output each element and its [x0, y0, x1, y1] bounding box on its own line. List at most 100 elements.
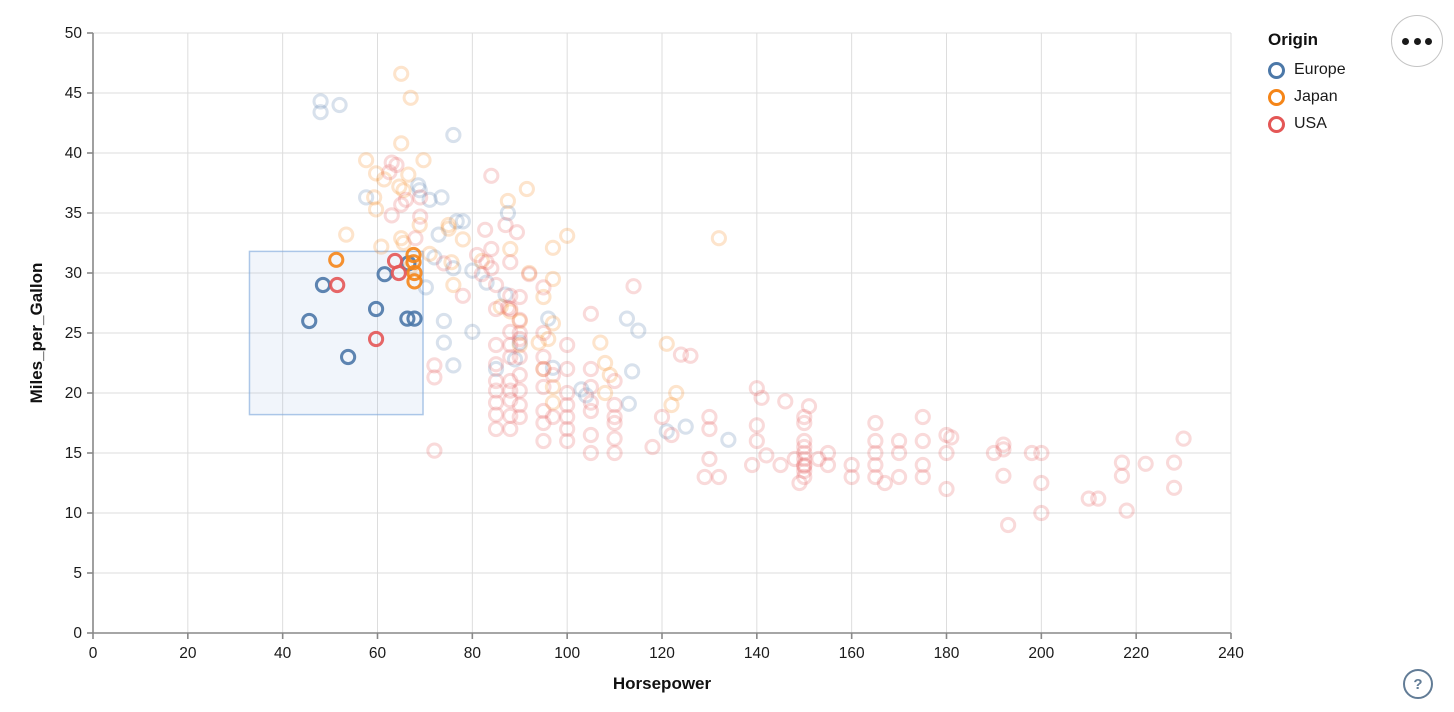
data-point[interactable] — [395, 234, 412, 252]
data-point[interactable] — [544, 408, 562, 426]
data-point[interactable] — [819, 444, 837, 462]
data-point[interactable] — [435, 255, 452, 272]
data-point[interactable] — [544, 270, 562, 288]
data-point[interactable] — [502, 407, 519, 424]
data-point[interactable] — [1023, 444, 1040, 462]
data-point[interactable] — [502, 254, 519, 271]
data-point[interactable] — [464, 262, 481, 279]
data-point[interactable] — [843, 456, 860, 474]
data-point[interactable] — [914, 408, 931, 426]
help-button[interactable]: ? — [1403, 669, 1433, 699]
options-menu-button[interactable] — [1391, 15, 1443, 67]
data-point[interactable] — [663, 396, 680, 414]
data-point[interactable] — [1090, 490, 1107, 507]
data-point[interactable] — [1166, 479, 1183, 496]
data-point[interactable] — [535, 348, 552, 366]
data-point[interactable] — [559, 227, 576, 244]
data-point[interactable] — [597, 354, 614, 372]
data-point[interactable] — [407, 230, 424, 247]
data-point[interactable] — [995, 441, 1012, 458]
data-point[interactable] — [786, 450, 803, 468]
data-point[interactable] — [618, 310, 636, 327]
data-point[interactable] — [1080, 490, 1097, 507]
data-point[interactable] — [426, 442, 443, 459]
data-point[interactable] — [521, 264, 538, 282]
data-point[interactable] — [890, 444, 908, 462]
data-point[interactable] — [502, 336, 519, 354]
data-point[interactable] — [478, 274, 495, 291]
data-point[interactable] — [511, 348, 528, 366]
data-point[interactable] — [393, 65, 410, 82]
data-point[interactable] — [1175, 430, 1192, 447]
data-point[interactable] — [1033, 504, 1050, 522]
data-point[interactable] — [582, 394, 599, 411]
data-point[interactable] — [511, 288, 528, 306]
data-point[interactable] — [511, 408, 528, 426]
data-point[interactable] — [582, 402, 599, 420]
data-point-selected[interactable] — [340, 348, 357, 366]
data-point[interactable] — [578, 387, 595, 404]
data-point[interactable] — [535, 402, 552, 420]
data-point[interactable] — [819, 456, 837, 474]
data-point[interactable] — [876, 474, 893, 492]
data-point[interactable] — [867, 444, 884, 462]
data-point[interactable] — [373, 238, 390, 255]
data-point[interactable] — [544, 394, 562, 411]
data-point[interactable] — [430, 226, 447, 243]
data-point[interactable] — [582, 444, 599, 462]
data-point[interactable] — [796, 414, 813, 432]
data-point-selected[interactable] — [390, 264, 407, 282]
data-point[interactable] — [867, 468, 884, 486]
data-point-selected[interactable] — [399, 310, 416, 327]
data-point[interactable] — [391, 178, 408, 195]
data-point[interactable] — [487, 406, 505, 423]
data-point[interactable] — [544, 378, 562, 396]
data-point[interactable] — [338, 226, 355, 243]
data-point[interactable] — [454, 231, 471, 248]
data-point[interactable] — [544, 359, 562, 376]
data-point[interactable] — [393, 135, 410, 152]
data-point[interactable] — [312, 93, 329, 110]
data-point[interactable] — [582, 426, 599, 444]
data-point[interactable] — [445, 260, 462, 277]
data-point[interactable] — [535, 360, 552, 378]
data-point[interactable] — [796, 462, 813, 480]
legend-item-usa[interactable]: USA — [1268, 115, 1346, 133]
data-point[interactable] — [502, 382, 519, 399]
legend-item-japan[interactable]: Japan — [1268, 88, 1346, 106]
data-point[interactable] — [748, 380, 765, 397]
data-point[interactable] — [426, 369, 443, 386]
data-point[interactable] — [412, 189, 429, 206]
data-point[interactable] — [511, 324, 528, 342]
data-point[interactable] — [696, 468, 713, 486]
data-point[interactable] — [483, 167, 500, 184]
data-point[interactable] — [502, 300, 519, 318]
data-point[interactable] — [791, 474, 808, 492]
data-point[interactable] — [796, 438, 813, 456]
data-point[interactable] — [367, 165, 385, 182]
data-point[interactable] — [606, 372, 623, 390]
data-point[interactable] — [358, 189, 375, 206]
data-point[interactable] — [1000, 516, 1017, 534]
data-point[interactable] — [914, 432, 931, 450]
data-point[interactable] — [682, 347, 699, 364]
data-point[interactable] — [511, 396, 528, 414]
data-point[interactable] — [487, 356, 505, 373]
data-point[interactable] — [1113, 467, 1131, 484]
data-point[interactable] — [381, 164, 398, 181]
data-point-selected[interactable] — [367, 330, 385, 348]
data-point[interactable] — [443, 254, 460, 271]
data-point[interactable] — [535, 378, 552, 396]
data-point[interactable] — [477, 221, 494, 238]
data-point[interactable] — [535, 432, 552, 450]
data-point[interactable] — [521, 266, 538, 283]
data-point[interactable] — [448, 213, 465, 230]
data-point[interactable] — [535, 360, 552, 378]
data-point[interactable] — [592, 334, 609, 351]
data-point[interactable] — [383, 207, 400, 224]
data-point[interactable] — [890, 432, 908, 450]
data-point[interactable] — [677, 418, 694, 435]
data-point[interactable] — [796, 468, 813, 486]
data-point[interactable] — [388, 156, 405, 174]
data-point[interactable] — [743, 456, 761, 474]
